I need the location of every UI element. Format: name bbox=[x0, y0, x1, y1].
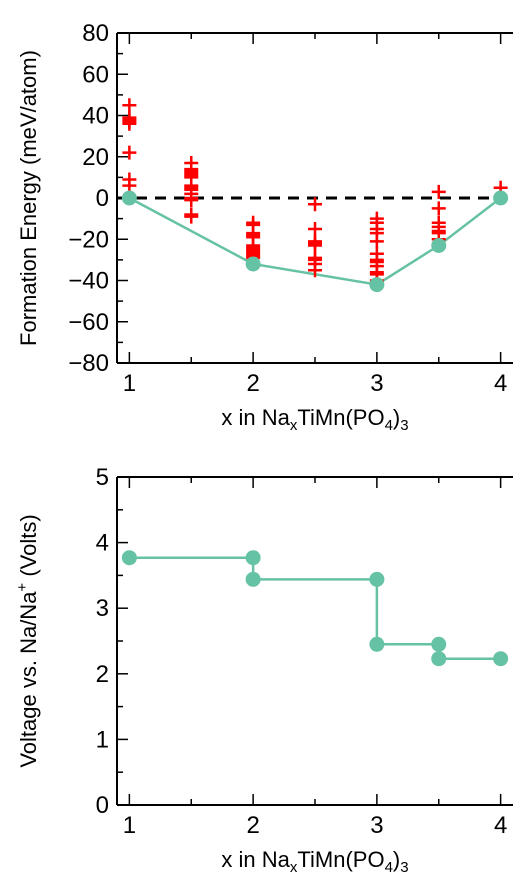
x-tick-label: 2 bbox=[246, 370, 259, 397]
x-axis-title-text: x in Na bbox=[221, 847, 290, 872]
voltage-point bbox=[493, 651, 509, 667]
x-axis-title-text: ) bbox=[393, 847, 400, 872]
y-tick-label: 5 bbox=[96, 464, 109, 491]
voltage-point bbox=[369, 571, 385, 587]
structure-point bbox=[308, 221, 322, 236]
y-tick-label: −60 bbox=[68, 309, 109, 336]
x-axis-title-text: x in Na bbox=[221, 405, 290, 430]
y-tick-label: 4 bbox=[96, 530, 109, 557]
x-axis-title-subscript: x bbox=[290, 417, 298, 434]
x-axis-title-subscript: x bbox=[290, 859, 298, 876]
hull-point bbox=[431, 237, 447, 253]
voltage-point bbox=[121, 550, 137, 566]
y-tick-label: 0 bbox=[96, 185, 109, 212]
hull-point bbox=[245, 256, 261, 272]
y-axis-title-text: Voltage vs. Na/Na bbox=[16, 591, 41, 768]
structure-point bbox=[431, 184, 446, 199]
x-axis-title-subscript: 3 bbox=[400, 859, 408, 876]
structure-point bbox=[369, 234, 384, 249]
x-tick-label: 2 bbox=[246, 812, 259, 839]
y-axis-title: Formation Energy (meV/atom) bbox=[16, 50, 41, 346]
y-axis-title-text: Formation Energy (meV/atom) bbox=[16, 50, 41, 346]
y-tick-label: 80 bbox=[82, 20, 109, 47]
y-tick-label: −80 bbox=[68, 350, 109, 377]
x-tick-label: 3 bbox=[370, 812, 383, 839]
x-axis-title-text: TiMn(PO bbox=[297, 847, 384, 872]
structure-point bbox=[431, 201, 446, 216]
y-tick-label: 40 bbox=[82, 103, 109, 130]
y-tick-label: 20 bbox=[82, 144, 109, 171]
y-tick-label: −40 bbox=[68, 268, 109, 295]
y-tick-label: 0 bbox=[96, 792, 109, 819]
hull-point bbox=[121, 190, 137, 206]
y-axis-title: Voltage vs. Na/Na+ (Volts) bbox=[14, 514, 41, 767]
structure-point bbox=[308, 238, 322, 253]
voltage-point bbox=[369, 636, 385, 652]
y-axis-title-text: (Volts) bbox=[16, 514, 41, 582]
x-axis-title-subscript: 4 bbox=[385, 859, 393, 876]
voltage-point bbox=[245, 550, 261, 566]
y-tick-label: −20 bbox=[68, 226, 109, 253]
structure-point bbox=[184, 193, 199, 208]
x-axis-title-text: ) bbox=[393, 405, 400, 430]
x-axis-title-subscript: 3 bbox=[400, 417, 408, 434]
structure-point bbox=[122, 145, 137, 160]
x-axis-title: x in NaxTiMn(PO4)3 bbox=[221, 405, 408, 434]
structure-point bbox=[122, 98, 137, 113]
x-tick-label: 1 bbox=[123, 812, 136, 839]
structure-point bbox=[308, 263, 322, 278]
x-axis-title-subscript: 4 bbox=[385, 417, 393, 434]
hull-point bbox=[369, 277, 385, 293]
x-tick-label: 3 bbox=[370, 370, 383, 397]
hull-point bbox=[493, 190, 509, 206]
y-tick-label: 60 bbox=[82, 61, 109, 88]
y-tick-label: 2 bbox=[96, 661, 109, 688]
y-axis-title-superscript: + bbox=[14, 583, 31, 592]
structure-point bbox=[184, 209, 199, 224]
voltage-point bbox=[431, 651, 447, 667]
x-tick-label: 1 bbox=[123, 370, 136, 397]
structure-point bbox=[308, 197, 322, 212]
x-axis-title: x in NaxTiMn(PO4)3 bbox=[221, 847, 408, 876]
y-tick-label: 3 bbox=[96, 595, 109, 622]
x-axis-title-text: TiMn(PO bbox=[297, 405, 384, 430]
y-tick-label: 1 bbox=[96, 726, 109, 753]
structure-point bbox=[122, 178, 137, 193]
x-tick-label: 4 bbox=[494, 370, 507, 397]
voltage-point bbox=[245, 571, 261, 587]
structure-point bbox=[122, 116, 137, 131]
voltage-point bbox=[431, 636, 447, 652]
x-tick-label: 4 bbox=[494, 812, 507, 839]
